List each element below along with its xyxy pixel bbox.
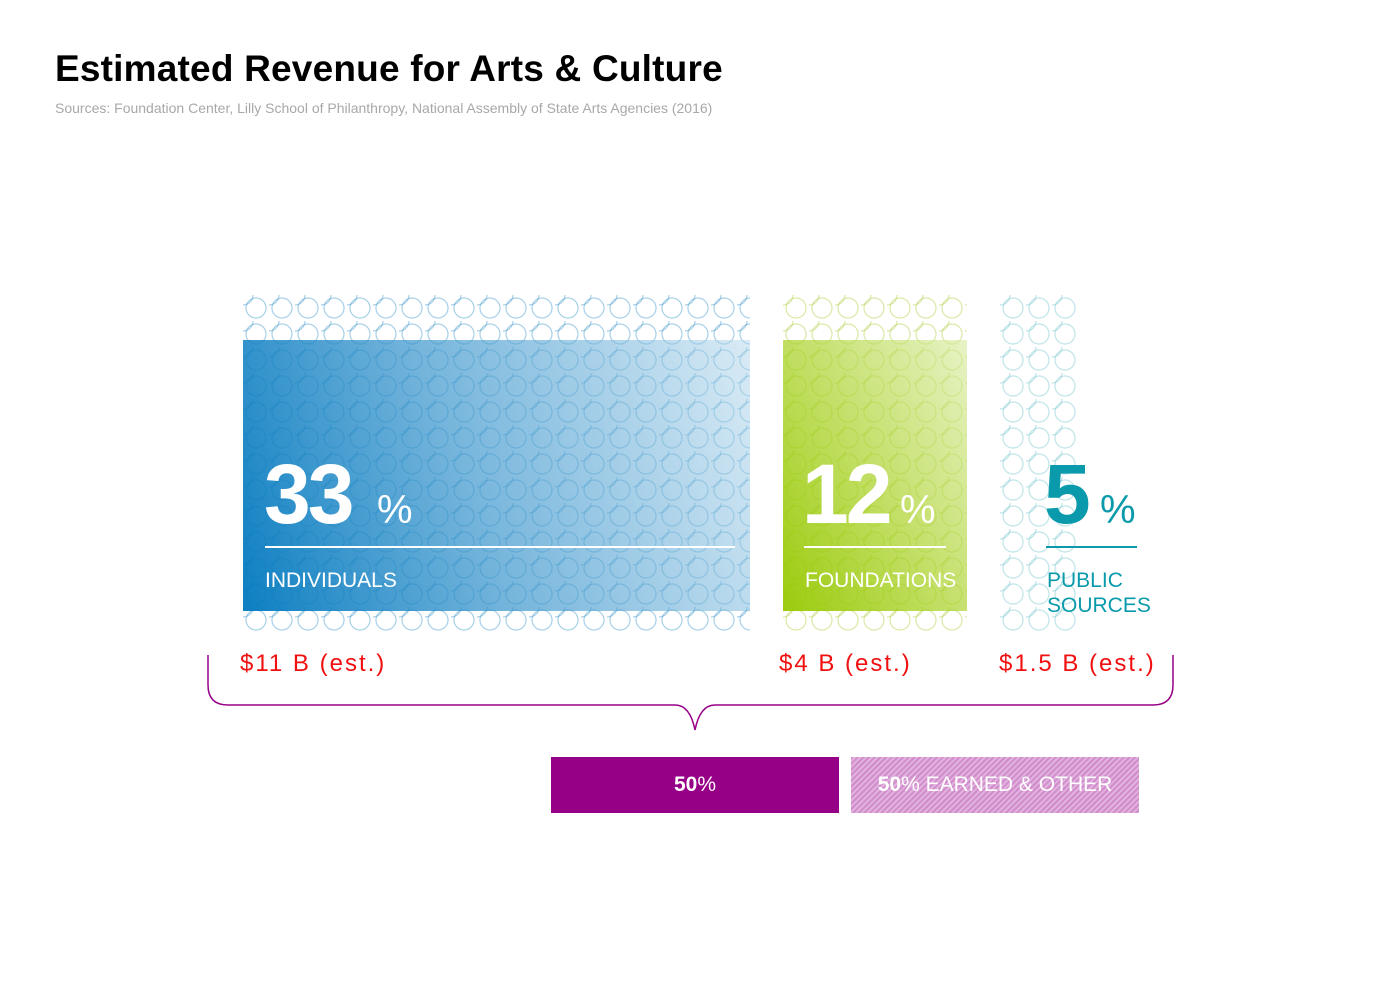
value-individuals: 33 bbox=[264, 447, 354, 541]
pct-individuals: % bbox=[377, 488, 413, 532]
earned-pct: % bbox=[901, 773, 920, 796]
rule-public bbox=[1046, 546, 1137, 548]
earned-label: EARNED & OTHER bbox=[919, 773, 1113, 796]
earned-bar: 50% EARNED & OTHER bbox=[851, 757, 1139, 813]
rule-foundations bbox=[804, 546, 946, 548]
contributed-bar: 50% bbox=[551, 757, 839, 813]
label-public: PUBLIC SOURCES bbox=[1047, 569, 1151, 617]
amount-foundations: $4 B (est.) bbox=[779, 650, 912, 677]
label-foundations: FOUNDATIONS bbox=[805, 569, 957, 592]
chart-title: Estimated Revenue for Arts & Culture bbox=[55, 48, 723, 89]
amount-individuals: $11 B (est.) bbox=[240, 650, 387, 677]
contributed-pct: % bbox=[697, 773, 717, 796]
amount-public: $1.5 B (est.) bbox=[999, 650, 1156, 677]
pct-foundations: % bbox=[900, 488, 936, 532]
contributed-value: 50 bbox=[673, 773, 698, 796]
sources-note: Sources: Foundation Center, Lilly School… bbox=[55, 100, 713, 116]
label-individuals: INDIVIDUALS bbox=[265, 569, 397, 592]
value-foundations: 12 bbox=[802, 447, 892, 541]
value-public: 5 bbox=[1044, 447, 1091, 541]
bar-individuals bbox=[243, 340, 750, 611]
bracket-path bbox=[207, 655, 1174, 731]
rule-individuals bbox=[265, 546, 735, 548]
bar-foundations bbox=[783, 340, 967, 611]
pct-public: % bbox=[1100, 488, 1136, 532]
earned-value: 50 bbox=[877, 773, 902, 796]
public-texture bbox=[1000, 295, 1077, 633]
